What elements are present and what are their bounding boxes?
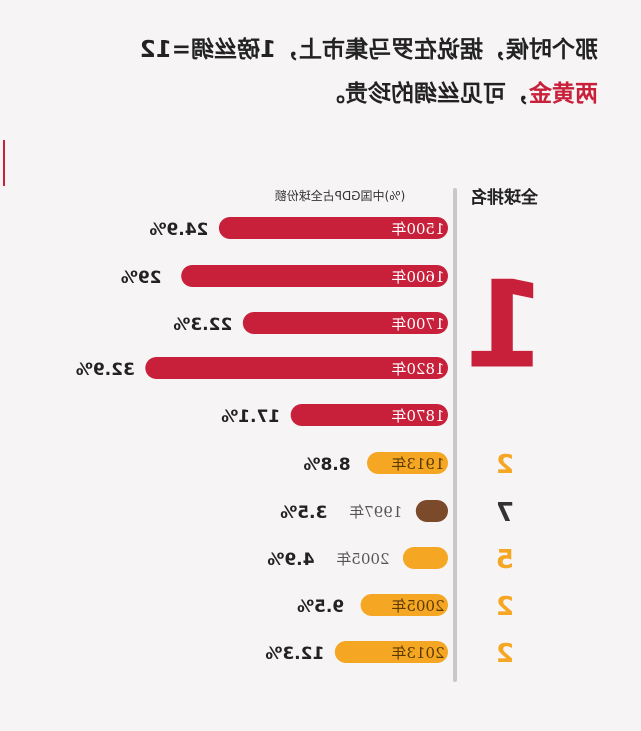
rank-number: 2 [496,592,514,622]
bar [402,547,448,569]
category-label: 1600年 [391,268,444,286]
rank-number: 5 [496,545,514,575]
bar [290,404,448,426]
value-label: 9.5% [297,597,344,617]
category-label: 1997年 [349,503,402,521]
bar [367,452,448,474]
category-label: 2005年 [336,550,389,568]
value-label: 3.5% [280,503,327,523]
category-label: 1820年 [391,360,444,378]
ranks-group: 1 2 7 5 2 2 [463,257,547,670]
value-label: 12.3% [265,644,324,664]
bar [181,265,448,287]
rank-number: 1 [463,257,547,396]
category-label: 2013年 [391,644,444,662]
bar [145,357,448,379]
bar [242,312,448,334]
category-label: 1700年 [391,315,444,333]
category-label: 1913年 [391,455,444,473]
rank-number: 7 [496,498,514,528]
left-accent-rule [3,140,5,186]
value-label: 32.9% [76,360,135,380]
rank-header: 全球排名 [470,187,539,208]
axis-title: (%)中国GDP占全球份额 [275,188,406,203]
category-label: 1500年 [391,220,444,238]
bar [415,500,448,522]
value-label: 24.9% [149,220,208,240]
category-label: 1870年 [391,407,444,425]
value-label: 29% [121,268,162,288]
bars-group: 1500年 24.9% 1600年 29% 1700年 22.3% 1820年 32.9% 18… [76,217,448,664]
value-label: 22.3% [173,315,232,335]
bar [334,641,448,663]
value-label: 17.1% [221,407,280,427]
rank-number: 2 [496,639,514,669]
bar [218,217,448,239]
rank-number: 2 [496,450,514,480]
category-label: 2005年 [391,597,444,615]
bar [360,594,448,616]
value-label: 4.9% [267,550,314,570]
value-label: 8.8% [303,455,350,475]
